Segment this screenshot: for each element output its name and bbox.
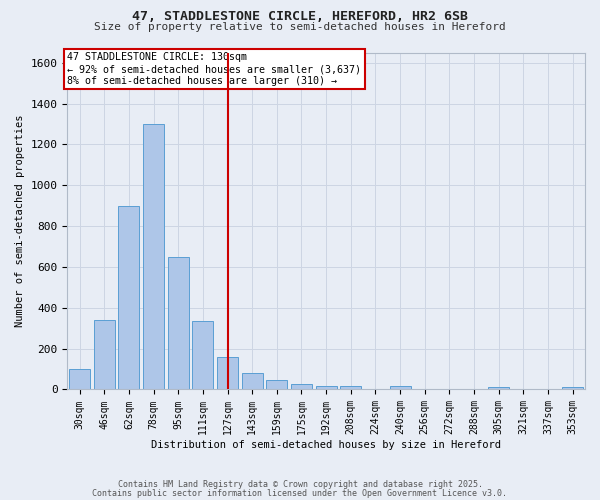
Bar	[562, 388, 583, 390]
Text: 47 STADDLESTONE CIRCLE: 130sqm
← 92% of semi-detached houses are smaller (3,637): 47 STADDLESTONE CIRCLE: 130sqm ← 92% of …	[67, 52, 361, 86]
Bar	[168, 256, 188, 390]
Bar	[193, 321, 214, 390]
Bar	[340, 386, 361, 390]
Bar	[266, 380, 287, 390]
Y-axis label: Number of semi-detached properties: Number of semi-detached properties	[15, 114, 25, 327]
Text: Size of property relative to semi-detached houses in Hereford: Size of property relative to semi-detach…	[94, 22, 506, 32]
Text: Contains HM Land Registry data © Crown copyright and database right 2025.: Contains HM Land Registry data © Crown c…	[118, 480, 482, 489]
Text: 47, STADDLESTONE CIRCLE, HEREFORD, HR2 6SB: 47, STADDLESTONE CIRCLE, HEREFORD, HR2 6…	[132, 10, 468, 23]
Bar	[217, 357, 238, 390]
Text: Contains public sector information licensed under the Open Government Licence v3: Contains public sector information licen…	[92, 488, 508, 498]
Bar	[94, 320, 115, 390]
Bar	[118, 206, 139, 390]
Bar	[242, 373, 263, 390]
Bar	[389, 386, 410, 390]
Bar	[316, 386, 337, 390]
Bar	[69, 369, 90, 390]
Bar	[291, 384, 312, 390]
Bar	[488, 388, 509, 390]
Bar	[143, 124, 164, 390]
X-axis label: Distribution of semi-detached houses by size in Hereford: Distribution of semi-detached houses by …	[151, 440, 501, 450]
